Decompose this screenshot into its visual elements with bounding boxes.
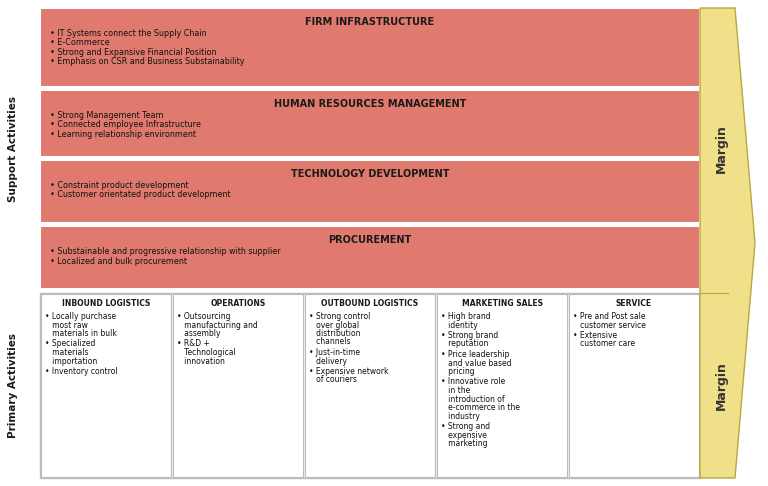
Text: OUTBOUND LOGISTICS: OUTBOUND LOGISTICS [322, 299, 419, 308]
Text: • Customer orientated product development: • Customer orientated product developmen… [50, 190, 230, 199]
Bar [41, 294, 171, 477]
Text: • Connected employee Infrastructure: • Connected employee Infrastructure [50, 121, 201, 129]
Text: • Specialized: • Specialized [45, 340, 95, 348]
Text: • IT Systems connect the Supply Chain: • IT Systems connect the Supply Chain [50, 29, 207, 38]
Text: over global: over global [309, 320, 359, 330]
Text: Primary Activities: Primary Activities [8, 333, 18, 438]
Text: industry: industry [441, 412, 480, 420]
Text: • Strong brand: • Strong brand [441, 331, 498, 340]
Bar [40, 226, 700, 289]
Text: reputation: reputation [441, 340, 488, 348]
Text: MARKETING SALES: MARKETING SALES [462, 299, 542, 308]
Text: • Strong Management Team: • Strong Management Team [50, 111, 164, 120]
Bar [40, 8, 700, 87]
Text: HUMAN RESOURCES MANAGEMENT: HUMAN RESOURCES MANAGEMENT [274, 99, 466, 109]
Text: SERVICE: SERVICE [616, 299, 652, 308]
Text: INBOUND LOGISTICS: INBOUND LOGISTICS [61, 299, 151, 308]
Text: • Expensive network: • Expensive network [309, 367, 389, 376]
Text: Technological: Technological [177, 348, 236, 357]
Bar [40, 90, 700, 156]
Text: materials in bulk: materials in bulk [45, 329, 117, 338]
Text: Support Activities: Support Activities [8, 96, 18, 202]
Text: customer care: customer care [573, 340, 635, 348]
Text: pricing: pricing [441, 367, 475, 376]
Text: and value based: and value based [441, 359, 511, 367]
Text: • E-Commerce: • E-Commerce [50, 38, 110, 48]
Text: materials: materials [45, 348, 88, 357]
Text: Margin: Margin [714, 124, 727, 173]
Text: of couriers: of couriers [309, 376, 357, 384]
Polygon shape [700, 8, 755, 478]
Text: marketing: marketing [441, 439, 488, 448]
Bar [40, 159, 700, 224]
Text: TECHNOLOGY DEVELOPMENT: TECHNOLOGY DEVELOPMENT [291, 169, 449, 178]
Text: • Learning relationship environment: • Learning relationship environment [50, 130, 196, 139]
Text: • Price leadership: • Price leadership [441, 350, 509, 359]
Text: in the: in the [441, 386, 470, 395]
Text: • Strong and Expansive Financial Position: • Strong and Expansive Financial Positio… [50, 48, 217, 57]
Text: manufacturing and: manufacturing and [177, 320, 258, 330]
Text: Margin: Margin [714, 361, 727, 410]
Text: FIRM INFRASTRUCTURE: FIRM INFRASTRUCTURE [306, 17, 435, 27]
Text: PROCUREMENT: PROCUREMENT [329, 235, 412, 245]
Text: • Strong control: • Strong control [309, 312, 370, 321]
Text: importation: importation [45, 357, 98, 365]
Text: • Pre and Post sale: • Pre and Post sale [573, 312, 645, 321]
Bar [40, 293, 700, 478]
Text: identity: identity [441, 320, 478, 330]
Text: • Inventory control: • Inventory control [45, 367, 118, 376]
Text: e-commerce in the: e-commerce in the [441, 403, 520, 412]
Text: distribution: distribution [309, 329, 360, 338]
Text: • Extensive: • Extensive [573, 331, 617, 340]
Text: • Just-in-time: • Just-in-time [309, 348, 360, 357]
Text: delivery: delivery [309, 357, 347, 365]
Bar [173, 294, 303, 477]
Text: innovation: innovation [177, 357, 225, 365]
Text: • Outsourcing: • Outsourcing [177, 312, 230, 321]
Bar [569, 294, 699, 477]
Text: • Emphasis on CSR and Business Substainability: • Emphasis on CSR and Business Substaina… [50, 57, 244, 67]
Bar [437, 294, 567, 477]
Text: • Substainable and progressive relationship with supplier: • Substainable and progressive relations… [50, 247, 280, 257]
Text: assembly: assembly [177, 329, 220, 338]
Text: most raw: most raw [45, 320, 88, 330]
Text: channels: channels [309, 337, 350, 347]
Text: • Innovative role: • Innovative role [441, 378, 505, 386]
Bar [305, 294, 435, 477]
Text: introduction of: introduction of [441, 395, 505, 403]
Text: customer service: customer service [573, 320, 646, 330]
Text: expensive: expensive [441, 431, 487, 439]
Text: • Strong and: • Strong and [441, 422, 490, 431]
Text: • Locally purchase: • Locally purchase [45, 312, 116, 321]
Text: • Constraint product development: • Constraint product development [50, 180, 188, 190]
Text: • R&D +: • R&D + [177, 340, 210, 348]
Text: • High brand: • High brand [441, 312, 491, 321]
Text: OPERATIONS: OPERATIONS [210, 299, 266, 308]
Text: • Localized and bulk procurement: • Localized and bulk procurement [50, 257, 187, 266]
